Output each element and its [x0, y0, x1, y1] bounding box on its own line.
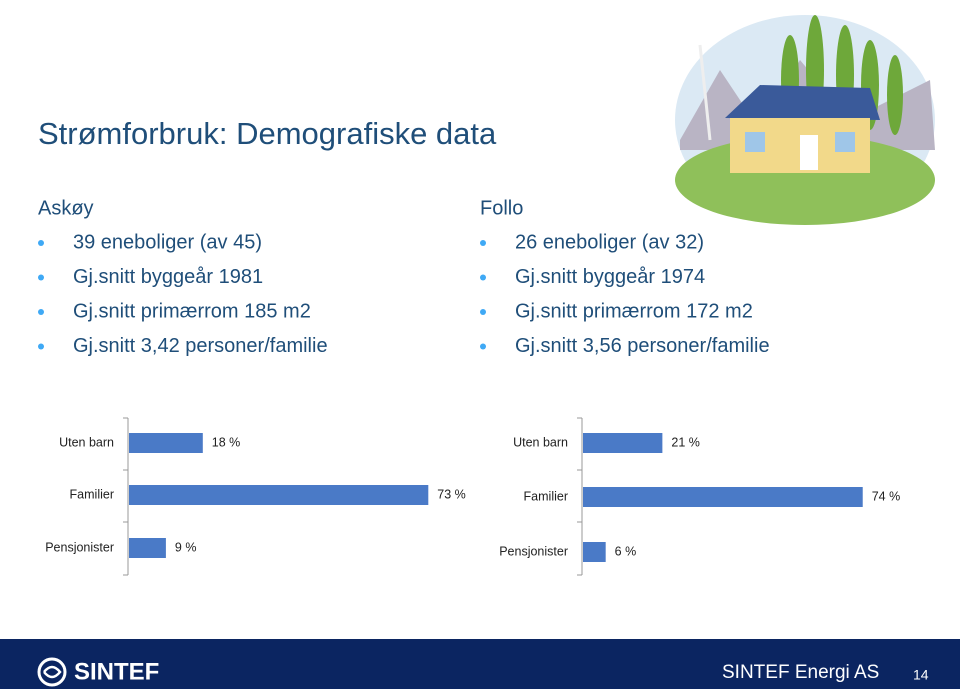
logo-text: SINTEF — [74, 658, 159, 685]
slide-title: Strømforbruk: Demografiske data — [38, 116, 497, 151]
bar — [583, 487, 863, 507]
value-label: 21 % — [671, 435, 700, 449]
category-label: Pensjonister — [499, 544, 568, 558]
category-label: Familier — [524, 489, 568, 503]
bullet-text: 26 eneboliger (av 32) — [515, 231, 704, 253]
bullet-text: Gj.snitt primærrom 172 m2 — [515, 300, 753, 322]
bullet-text: 39 eneboliger (av 45) — [73, 231, 262, 253]
bullet-text: Gj.snitt byggeår 1974 — [515, 266, 705, 288]
bullet-dot — [38, 309, 44, 315]
category-label: Uten barn — [513, 435, 568, 449]
bar — [583, 542, 606, 562]
category-label: Uten barn — [59, 435, 114, 449]
bullet-dot — [480, 274, 486, 281]
bullet-dot — [38, 274, 44, 281]
value-label: 9 % — [175, 540, 197, 554]
bullet-dot — [480, 343, 486, 350]
logo-mark — [37, 657, 67, 687]
region-heading: Askøy — [38, 197, 94, 219]
bullet-text: Gj.snitt byggeår 1981 — [73, 266, 263, 288]
bullet-dot — [38, 240, 44, 246]
category-label: Pensjonister — [45, 540, 114, 554]
bullet-dot — [38, 343, 44, 350]
region-heading: Follo — [480, 197, 523, 219]
bar — [129, 538, 166, 558]
page-number: 14 — [913, 667, 929, 683]
company: SINTEF Energi AS — [722, 662, 879, 683]
illustration — [675, 15, 935, 225]
bar — [583, 433, 663, 453]
bullet-text: Gj.snitt 3,42 personer/familie — [73, 335, 328, 357]
value-label: 74 % — [872, 489, 901, 503]
bullet-dot — [480, 309, 486, 315]
bar — [129, 433, 203, 453]
category-label: Familier — [70, 487, 114, 501]
value-label: 18 % — [212, 435, 241, 449]
footer — [0, 639, 960, 689]
value-label: 6 % — [615, 544, 637, 558]
bullet-text: Gj.snitt primærrom 185 m2 — [73, 300, 311, 322]
bar — [129, 485, 429, 505]
bullet-text: Gj.snitt 3,56 personer/familie — [515, 335, 770, 357]
value-label: 73 % — [437, 487, 466, 501]
bullet-dot — [480, 240, 486, 246]
